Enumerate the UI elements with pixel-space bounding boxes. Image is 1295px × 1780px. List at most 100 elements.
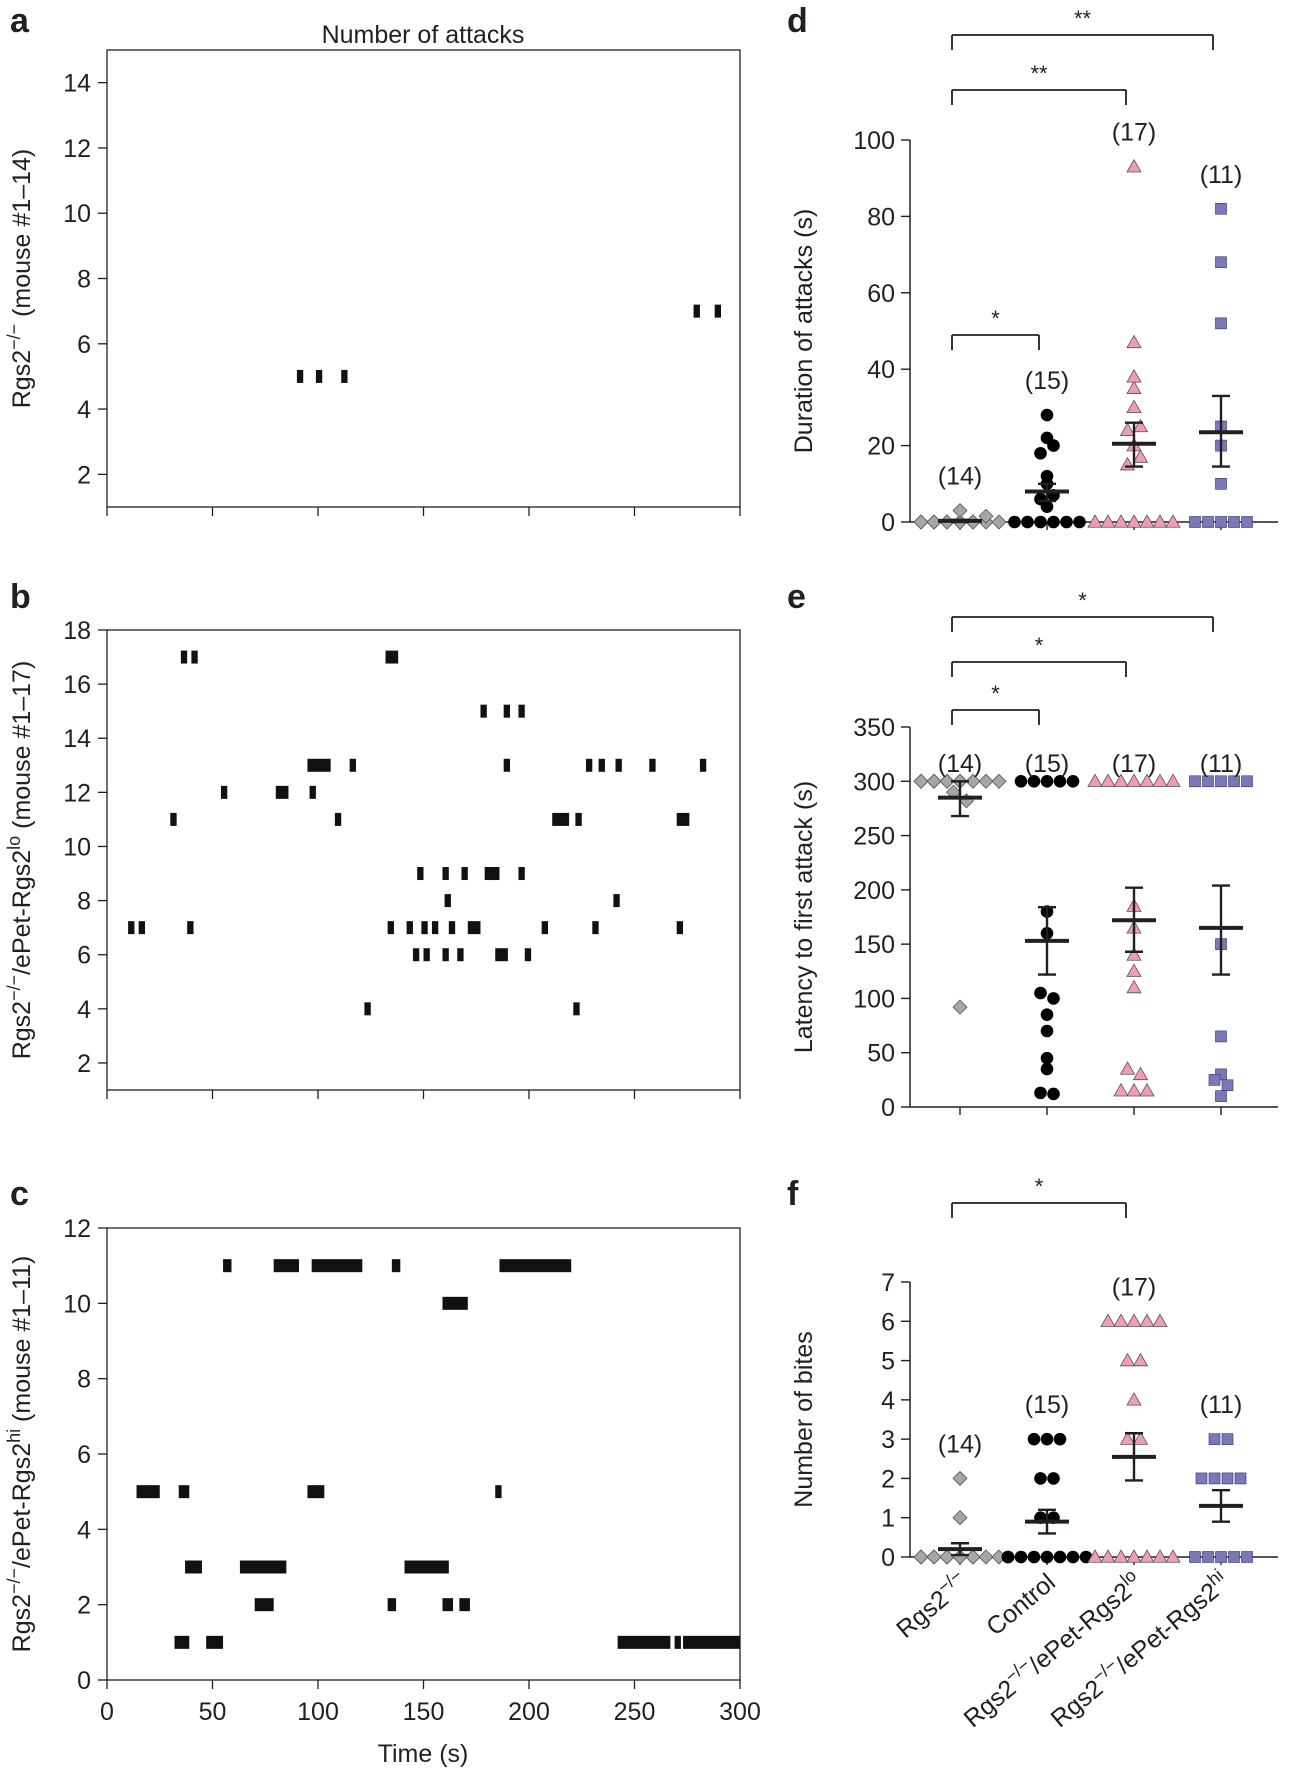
group-rgs2lo: (17) xyxy=(1087,750,1181,1097)
y-tick-label: 10 xyxy=(63,1290,91,1318)
data-point xyxy=(1047,1472,1060,1485)
data-point xyxy=(1119,1061,1136,1075)
panel-f: f 0 1 2 3 4 5 6 7 Number of bites (14) (15) (17) (11)… xyxy=(787,1174,1278,1733)
data-point xyxy=(1027,1432,1041,1446)
text-run: Control xyxy=(981,1568,1061,1641)
attack-event xyxy=(178,1485,190,1499)
data-point xyxy=(1132,1066,1149,1081)
panel-c: c 0 2 4 6 8 10 12 0 50 100 150 200 250 300 Time (s) Rgs2… xyxy=(4,1175,761,1768)
data-point xyxy=(1113,1549,1129,1563)
data-point xyxy=(1139,773,1155,787)
significance-bracket: * xyxy=(951,633,1127,677)
data-point xyxy=(1053,1550,1067,1564)
attack-event xyxy=(598,758,605,772)
data-point xyxy=(1195,1472,1208,1485)
data-point xyxy=(1208,1433,1221,1445)
significance-label: * xyxy=(1035,1174,1044,1199)
attack-event xyxy=(524,948,532,962)
data-point xyxy=(1215,317,1227,330)
data-point xyxy=(1126,979,1142,994)
attack-event xyxy=(296,369,304,383)
data-point xyxy=(1139,514,1155,528)
data-point xyxy=(1126,158,1142,173)
chart-title: Number of attacks xyxy=(322,21,525,49)
y-tick-label: 300 xyxy=(853,768,895,796)
group-n-label: (15) xyxy=(1025,367,1069,395)
text-run: /ePet-Rgs2 xyxy=(8,1443,36,1568)
superscript: −/− xyxy=(4,975,24,1001)
data-point xyxy=(1073,515,1086,529)
y-tick-label: 100 xyxy=(853,985,895,1013)
y-tick-label: 4 xyxy=(881,1387,895,1415)
attack-event xyxy=(174,1635,190,1649)
data-point xyxy=(1241,1551,1253,1563)
data-point xyxy=(1215,202,1227,215)
data-point xyxy=(913,1549,929,1565)
data-point xyxy=(1100,1313,1116,1327)
attack-event xyxy=(480,704,487,718)
data-point xyxy=(1119,1431,1136,1445)
data-point xyxy=(1221,1433,1234,1445)
attack-event xyxy=(592,921,599,935)
data-point xyxy=(1139,1082,1155,1097)
attack-event xyxy=(404,1560,449,1574)
data-point xyxy=(1132,1352,1149,1367)
panel-letter: b xyxy=(10,578,31,616)
data-point xyxy=(1126,1549,1142,1563)
data-point xyxy=(1215,256,1227,269)
x-tick-label: 50 xyxy=(199,1698,227,1726)
group-n-label: (14) xyxy=(938,463,982,491)
y-tick-label: 100 xyxy=(853,127,895,155)
y-tick-label: 150 xyxy=(853,931,895,959)
attack-event xyxy=(364,1002,371,1016)
data-point xyxy=(939,1549,955,1565)
panel-letter: c xyxy=(10,1175,29,1213)
attack-event xyxy=(239,1560,287,1574)
group-n-label: (17) xyxy=(1112,750,1156,778)
data-point xyxy=(1034,986,1047,1000)
attack-event xyxy=(315,369,323,383)
data-point xyxy=(991,514,1007,530)
data-point xyxy=(1202,775,1214,788)
y-tick-label: 40 xyxy=(867,356,895,384)
attack-event xyxy=(484,867,500,881)
panel-d: d 0 20 40 60 80 100 Duration of attacks (s) (14)… xyxy=(787,2,1278,537)
data-point xyxy=(1100,1549,1116,1563)
x-axis-label: Time (s) xyxy=(378,1740,469,1768)
y-tick-label: 4 xyxy=(77,1516,91,1544)
attack-event xyxy=(311,1259,363,1273)
attack-event xyxy=(615,758,622,772)
attack-event xyxy=(138,921,145,935)
significance-label: ** xyxy=(1030,61,1048,86)
data-point xyxy=(1126,334,1142,349)
data-point xyxy=(913,514,929,530)
group-axis-label: Rgs2−/− xyxy=(889,1565,974,1644)
data-point xyxy=(1152,1313,1168,1327)
data-point xyxy=(1126,963,1142,977)
superscript: hi xyxy=(4,1429,24,1443)
y-tick-label: 6 xyxy=(881,1308,895,1336)
group-rgs2ko: (14) xyxy=(913,463,1007,530)
y-tick-label: 6 xyxy=(77,1441,91,1469)
panel-b: b 2 4 6 8 10 12 14 16 18 Rgs2−/−/ePet-Rgs2lo (mous… xyxy=(4,578,741,1099)
x-tick-label: 150 xyxy=(403,1698,445,1726)
attack-event xyxy=(499,1259,572,1273)
data-point xyxy=(1126,1082,1142,1097)
data-point xyxy=(1139,1549,1155,1563)
data-point xyxy=(1066,1550,1080,1564)
attack-event xyxy=(518,867,525,881)
attack-event xyxy=(406,921,413,935)
data-point xyxy=(1165,773,1181,787)
data-point xyxy=(1241,516,1253,528)
y-tick-label: 0 xyxy=(881,509,895,537)
plot-frame xyxy=(106,629,741,1091)
attack-event xyxy=(552,812,570,826)
data-point xyxy=(1014,774,1028,788)
data-point xyxy=(1087,773,1103,787)
data-point xyxy=(952,999,968,1015)
data-point xyxy=(1132,449,1149,463)
attack-event xyxy=(341,369,348,383)
attack-event xyxy=(170,812,177,826)
attack-event xyxy=(585,758,593,772)
data-point xyxy=(1202,1551,1214,1563)
